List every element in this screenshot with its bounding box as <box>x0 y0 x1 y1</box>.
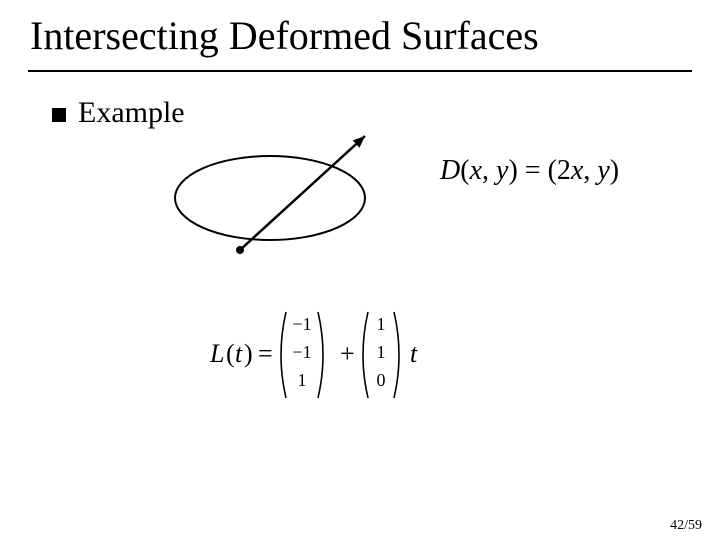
eq-l-t: t <box>235 339 243 368</box>
eq-d-x: x <box>470 155 482 186</box>
eq-d-D: D <box>440 155 460 186</box>
arrow-shaft <box>240 136 365 250</box>
ellipse <box>175 156 365 240</box>
eq-d-open2: ( <box>548 155 557 186</box>
bullet-marker <box>52 108 66 122</box>
page-number: 42/59 <box>670 518 702 534</box>
eq-d-c2: , <box>583 155 597 186</box>
eq-d-x2: x <box>571 155 583 186</box>
v2-2: 0 <box>377 370 386 390</box>
arrow-start-dot <box>236 246 244 254</box>
bullet-row: Example <box>52 96 185 130</box>
eq-d-close: ) <box>508 155 517 186</box>
eq-l-eq: = <box>258 339 273 368</box>
paren-l2 <box>363 312 368 398</box>
eq-l-open: ( <box>226 339 235 368</box>
v1-0: −1 <box>292 314 311 334</box>
paren-l1 <box>281 312 286 398</box>
eq-l-plus: + <box>340 339 355 368</box>
v2-0: 1 <box>377 314 386 334</box>
equation-d: D(x, y) = (2x, y) <box>440 155 619 187</box>
ellipse-arrow-diagram <box>140 130 440 280</box>
slide-title: Intersecting Deformed Surfaces <box>30 12 539 59</box>
eq-d-y: y <box>496 155 508 186</box>
eq-d-two: 2 <box>557 155 571 186</box>
paren-r2 <box>394 312 399 398</box>
eq-l-close: ) <box>244 339 253 368</box>
v1-1: −1 <box>292 342 311 362</box>
title-underline <box>28 70 692 72</box>
eq-d-close2: ) <box>610 155 619 186</box>
v2-1: 1 <box>377 342 386 362</box>
v1-2: 1 <box>298 370 307 390</box>
eq-l-L: L <box>210 339 224 368</box>
eq-d-y2: y <box>597 155 609 186</box>
equation-l: L ( t ) = −1 −1 1 + 1 1 0 t <box>210 300 510 420</box>
bullet-text: Example <box>78 96 185 130</box>
eq-d-c1: , <box>482 155 496 186</box>
slide: Intersecting Deformed Surfaces Example D… <box>0 0 720 540</box>
eq-d-open: ( <box>460 155 469 186</box>
paren-r1 <box>318 312 323 398</box>
eq-d-eq: = <box>518 155 548 186</box>
eq-l-t2: t <box>410 339 418 368</box>
